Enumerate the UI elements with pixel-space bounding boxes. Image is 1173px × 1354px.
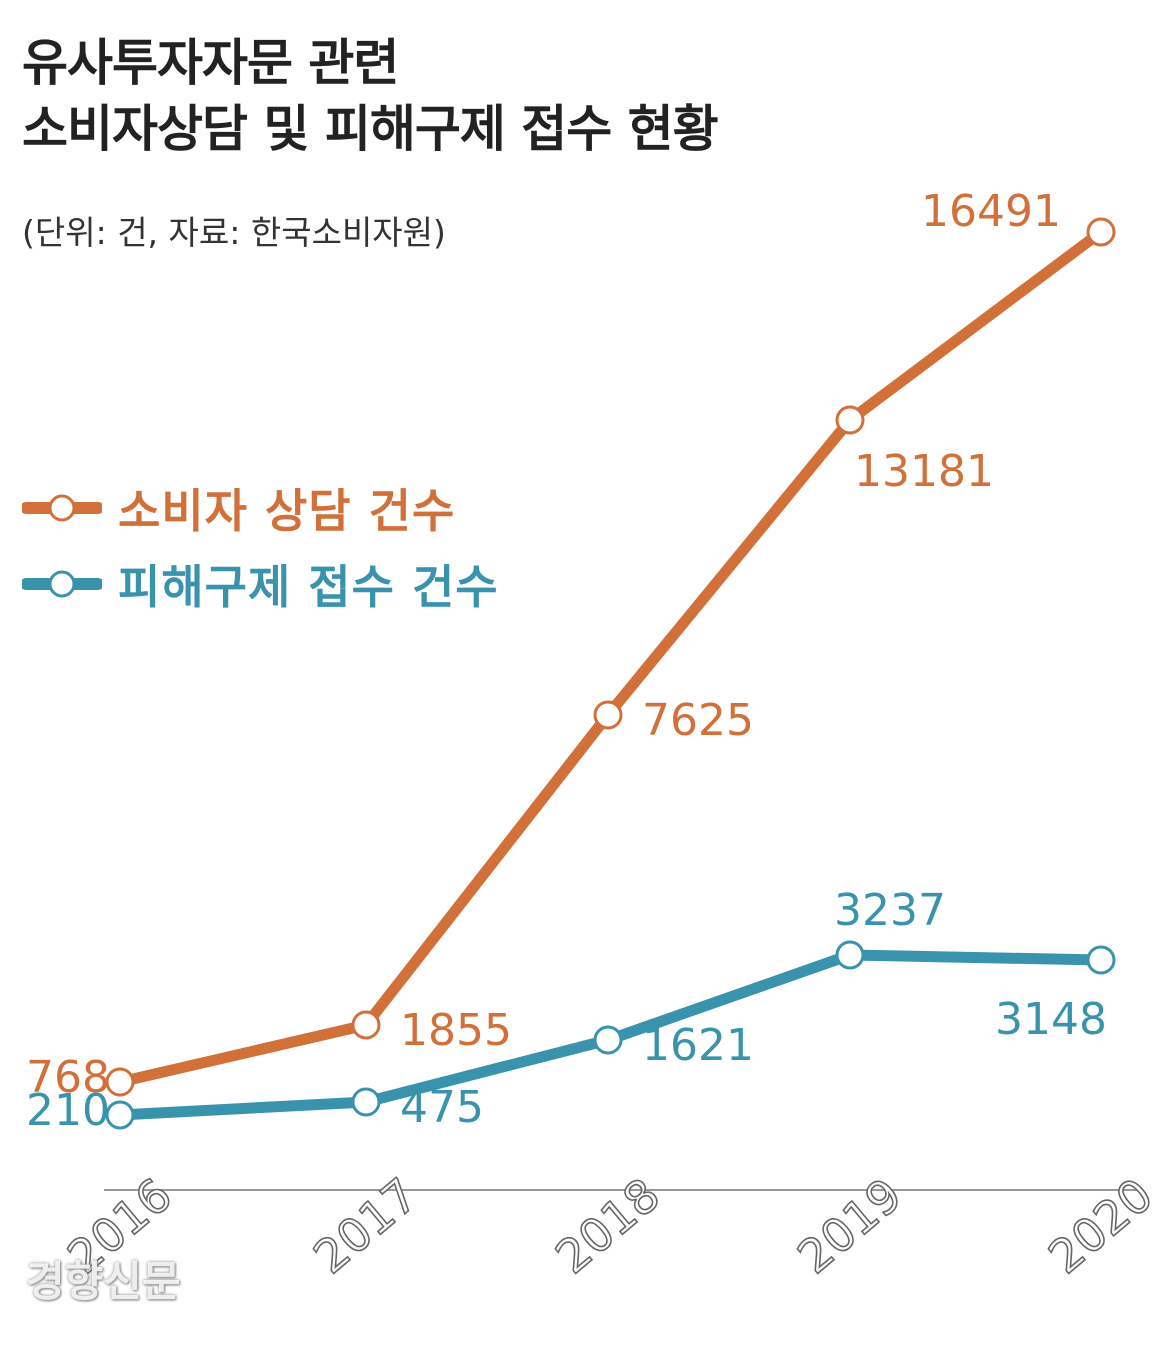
point-counsel-2020 — [1086, 217, 1116, 247]
point-counsel-2017 — [351, 1010, 381, 1040]
data-label-relief-2018: 1621 — [642, 1020, 754, 1071]
data-label-counsel-2020: 16491 — [921, 186, 1061, 237]
legend-item-counsel: 소비자 상담 건수 — [22, 470, 499, 546]
x-tick-label-2020: 2020 — [1039, 1167, 1163, 1284]
point-counsel-2019 — [835, 405, 865, 435]
legend-item-relief: 피해구제 접수 건수 — [22, 546, 499, 622]
x-tick-label-2018: 2018 — [546, 1167, 670, 1284]
data-label-relief-2017: 475 — [400, 1082, 484, 1133]
watermark: 경향신문 — [26, 1257, 181, 1306]
x-tick-label-2017: 2017 — [304, 1167, 428, 1284]
data-label-relief-2016: 210 — [26, 1085, 110, 1136]
title-line-1: 유사투자자문 관련 — [22, 34, 399, 92]
data-label-counsel-2017: 1855 — [400, 1005, 512, 1056]
point-counsel-2018 — [593, 700, 623, 730]
title-line-2: 소비자상담 및 피해구제 접수 현황 — [22, 100, 719, 158]
data-label-counsel-2018: 7625 — [642, 695, 754, 746]
point-counsel-2016 — [105, 1067, 135, 1097]
chart-legend: 소비자 상담 건수 피해구제 접수 건수 — [22, 470, 499, 622]
data-label-counsel-2016: 768 — [26, 1052, 110, 1103]
data-label-counsel-2019: 13181 — [854, 446, 994, 497]
x-tick-label-2019: 2019 — [788, 1167, 912, 1284]
point-relief-2017 — [351, 1087, 381, 1117]
unit-source-note: (단위: 건, 자료: 한국소비자원) — [22, 213, 446, 252]
legend-label-relief: 피해구제 접수 건수 — [118, 560, 499, 614]
data-label-relief-2019: 3237 — [834, 885, 946, 936]
chart-title: 유사투자자문 관련 소비자상담 및 피해구제 접수 현황 — [22, 30, 719, 162]
point-relief-2018 — [593, 1025, 623, 1055]
point-relief-2019 — [835, 940, 865, 970]
legend-marker-counsel-icon — [22, 494, 102, 522]
data-label-relief-2020: 3148 — [995, 994, 1107, 1045]
point-relief-2020 — [1086, 945, 1116, 975]
legend-marker-relief-icon — [22, 570, 102, 598]
legend-label-counsel: 소비자 상담 건수 — [118, 484, 456, 538]
point-relief-2016 — [105, 1100, 135, 1130]
